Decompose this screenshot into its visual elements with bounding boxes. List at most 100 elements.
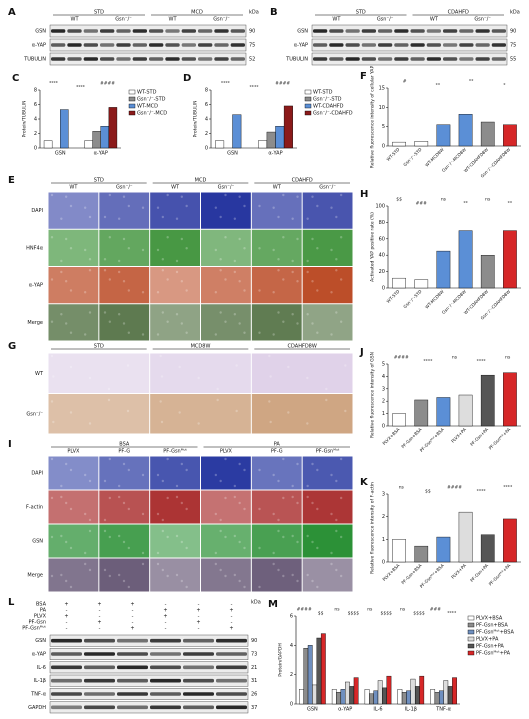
blot-band bbox=[443, 57, 458, 61]
texture bbox=[272, 333, 275, 336]
y-tick-label: 20 bbox=[379, 269, 385, 275]
bar bbox=[336, 692, 342, 705]
texture bbox=[52, 375, 55, 378]
genotype-label: Gsn⁻/⁻ bbox=[213, 17, 230, 23]
texture bbox=[243, 585, 246, 589]
texture bbox=[291, 573, 294, 577]
bar bbox=[414, 686, 420, 705]
y-tick-label: 6 bbox=[34, 102, 37, 108]
condition-sign: - bbox=[132, 620, 134, 626]
panel-letter: M bbox=[268, 599, 278, 610]
texture bbox=[117, 534, 121, 538]
micrograph bbox=[201, 229, 251, 266]
blot-band bbox=[410, 43, 425, 47]
texture bbox=[60, 217, 63, 220]
texture bbox=[156, 512, 160, 516]
y-tick-label: 0 bbox=[382, 144, 385, 150]
texture bbox=[180, 579, 184, 583]
texture bbox=[160, 375, 164, 378]
column-label: PF-G bbox=[271, 449, 283, 455]
bar bbox=[60, 109, 69, 149]
texture bbox=[52, 420, 55, 424]
group-label: MCD bbox=[191, 10, 203, 16]
texture bbox=[330, 248, 333, 252]
texture bbox=[108, 535, 112, 539]
y-axis-label: Protein/GAPDH bbox=[278, 643, 284, 676]
texture bbox=[122, 462, 126, 466]
blot-band bbox=[67, 29, 82, 33]
significance: $$$$ bbox=[413, 611, 425, 617]
kda-value: 52 bbox=[249, 57, 255, 63]
texture bbox=[141, 473, 145, 477]
micrograph bbox=[48, 456, 99, 490]
texture bbox=[88, 518, 92, 522]
blot-band bbox=[230, 43, 245, 47]
condition-sign: - bbox=[198, 614, 200, 620]
texture bbox=[339, 278, 343, 281]
significance: **** bbox=[221, 81, 231, 87]
texture bbox=[296, 280, 299, 283]
texture bbox=[88, 422, 92, 425]
blot-band bbox=[459, 43, 474, 47]
row-label: DAPI bbox=[31, 471, 43, 477]
y-tick-label: 1 bbox=[382, 537, 385, 543]
texture bbox=[216, 387, 219, 391]
texture bbox=[180, 322, 184, 325]
texture bbox=[141, 206, 145, 209]
blot-band bbox=[475, 29, 490, 33]
column-label: PLVX bbox=[67, 449, 80, 455]
texture bbox=[64, 322, 68, 325]
texture bbox=[316, 546, 319, 550]
blot-band bbox=[150, 705, 181, 710]
texture bbox=[287, 411, 290, 414]
blot-band bbox=[100, 57, 115, 61]
blot-band bbox=[132, 29, 147, 33]
texture bbox=[161, 479, 165, 483]
texture bbox=[180, 195, 184, 198]
texture bbox=[64, 501, 68, 505]
texture bbox=[185, 204, 188, 208]
bar bbox=[480, 374, 495, 427]
texture bbox=[161, 215, 165, 219]
texture bbox=[214, 206, 218, 209]
texture bbox=[214, 562, 218, 566]
significance: **** bbox=[250, 85, 260, 91]
condition-sign: - bbox=[66, 608, 68, 614]
texture bbox=[50, 496, 54, 500]
micrograph bbox=[302, 456, 353, 490]
blot-band bbox=[149, 57, 164, 61]
bar bbox=[503, 518, 517, 563]
blot-band bbox=[51, 43, 66, 47]
significance: ** bbox=[469, 79, 474, 85]
texture bbox=[108, 236, 112, 239]
micrograph bbox=[302, 304, 353, 341]
group-label: STD bbox=[94, 344, 104, 350]
significance: ns bbox=[367, 608, 373, 613]
texture bbox=[175, 259, 179, 263]
texture bbox=[238, 579, 241, 583]
row-label: GSN bbox=[297, 29, 308, 35]
texture bbox=[277, 311, 280, 314]
texture bbox=[216, 398, 219, 402]
blot-band bbox=[345, 57, 360, 61]
condition-sign: - bbox=[99, 614, 101, 620]
blot-band bbox=[361, 29, 376, 33]
texture bbox=[117, 484, 121, 488]
row-label: α-YAP bbox=[29, 283, 43, 289]
micrograph bbox=[302, 490, 353, 524]
blot-band bbox=[216, 692, 247, 696]
micrograph bbox=[251, 490, 302, 524]
blot-band bbox=[329, 29, 344, 33]
blot-band bbox=[426, 43, 441, 47]
blot-band bbox=[83, 57, 98, 61]
significance: $$$$ bbox=[380, 611, 392, 617]
texture bbox=[233, 313, 237, 316]
micrograph bbox=[99, 558, 150, 592]
significance: **** bbox=[447, 611, 457, 617]
texture bbox=[161, 269, 165, 272]
texture bbox=[122, 501, 126, 505]
texture bbox=[108, 496, 112, 500]
texture bbox=[122, 540, 126, 544]
kda-value: 37 bbox=[251, 705, 257, 711]
texture bbox=[83, 333, 87, 336]
